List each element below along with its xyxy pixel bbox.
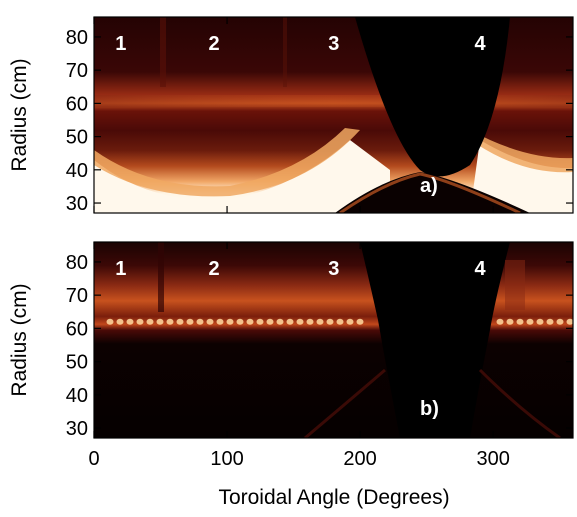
y-tick-label: 40 bbox=[66, 160, 88, 182]
panel-b-ticks bbox=[93, 242, 573, 438]
region-label-3: 3 bbox=[328, 258, 339, 280]
panel-b-frame bbox=[93, 241, 574, 439]
region-label-1: 1 bbox=[115, 258, 126, 280]
panel-b-label: b) bbox=[420, 398, 439, 420]
y-tick-label: 50 bbox=[66, 352, 88, 374]
x-tick-label: 300 bbox=[476, 448, 509, 470]
x-axis-label: Toroidal Angle (Degrees) bbox=[218, 486, 449, 509]
panel-b-y-axis-label: Radius (cm) bbox=[8, 283, 31, 396]
y-tick-label: 60 bbox=[66, 318, 88, 340]
y-tick-label: 50 bbox=[66, 127, 88, 149]
region-label-4: 4 bbox=[475, 33, 487, 55]
y-tick-label: 70 bbox=[66, 60, 88, 82]
y-tick-label: 30 bbox=[66, 193, 88, 215]
region-label-2: 2 bbox=[208, 258, 219, 280]
panel-b-region-labels: 1 2 3 4 bbox=[115, 258, 486, 280]
panel-b: 30 40 50 60 70 80 1 2 3 4 b) Radius (cm) bbox=[8, 241, 574, 440]
x-tick-label: 0 bbox=[88, 448, 99, 470]
y-tick-label: 80 bbox=[66, 252, 88, 274]
x-tick-labels: 0 100 200 300 bbox=[88, 448, 509, 470]
region-label-4: 4 bbox=[475, 258, 487, 280]
panel-a-label: a) bbox=[420, 175, 438, 197]
panel-a-ticks bbox=[93, 17, 573, 213]
heatmap-a bbox=[94, 17, 573, 213]
region-label-2: 2 bbox=[208, 33, 219, 55]
y-tick-label: 60 bbox=[66, 93, 88, 115]
region-label-1: 1 bbox=[115, 33, 126, 55]
x-tick-label: 200 bbox=[343, 448, 376, 470]
x-tick-label: 100 bbox=[210, 448, 243, 470]
panel-b-y-tick-labels: 30 40 50 60 70 80 bbox=[66, 252, 88, 440]
panel-a-y-tick-labels: 30 40 50 60 70 80 bbox=[66, 27, 88, 215]
y-tick-label: 40 bbox=[66, 385, 88, 407]
panel-a-region-labels: 1 2 3 4 bbox=[115, 33, 486, 55]
panel-a-y-axis-label: Radius (cm) bbox=[8, 58, 31, 171]
region-label-3: 3 bbox=[328, 33, 339, 55]
heatmap-b bbox=[94, 242, 573, 438]
panel-a-frame bbox=[93, 16, 574, 214]
y-tick-label: 70 bbox=[66, 285, 88, 307]
y-tick-label: 80 bbox=[66, 27, 88, 49]
y-tick-label: 30 bbox=[66, 418, 88, 440]
panel-a: 30 40 50 60 70 80 1 2 3 4 a) Radius (cm) bbox=[8, 16, 574, 215]
